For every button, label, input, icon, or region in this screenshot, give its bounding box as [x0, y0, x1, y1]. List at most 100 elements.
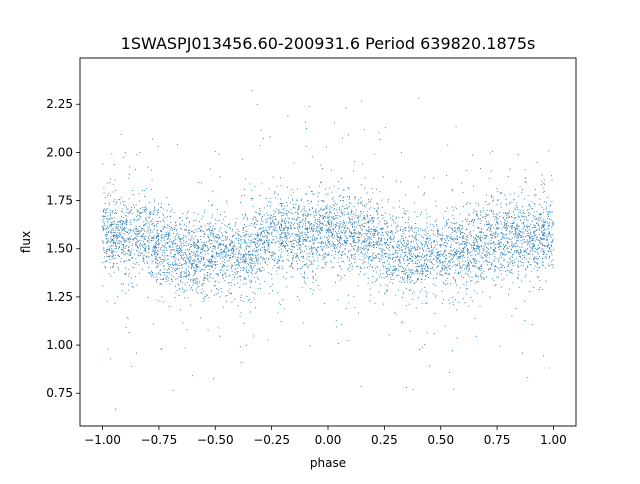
data-point	[260, 232, 262, 234]
data-point	[403, 255, 405, 257]
data-point	[156, 247, 158, 249]
data-point	[474, 260, 476, 262]
data-point	[497, 223, 499, 225]
data-point	[313, 194, 315, 196]
data-point	[130, 219, 132, 221]
data-point	[313, 239, 315, 241]
data-point	[168, 231, 170, 234]
data-point	[127, 233, 130, 235]
data-point	[508, 252, 510, 254]
data-point	[452, 296, 454, 298]
data-point	[445, 265, 447, 267]
data-point	[197, 213, 199, 215]
data-point	[418, 233, 420, 236]
data-point	[201, 248, 203, 250]
data-point	[408, 290, 411, 292]
data-point	[111, 252, 113, 254]
data-point	[139, 240, 141, 242]
data-point	[140, 212, 142, 215]
data-point	[505, 211, 507, 213]
data-point	[298, 230, 300, 232]
data-point	[160, 274, 162, 276]
data-point	[363, 246, 365, 248]
data-point	[426, 292, 428, 294]
data-point	[348, 198, 350, 200]
data-point	[514, 233, 517, 235]
data-point	[446, 235, 448, 237]
data-point	[358, 274, 360, 276]
data-point	[144, 230, 146, 232]
data-point	[254, 257, 256, 259]
data-point	[239, 346, 241, 348]
data-point	[117, 224, 120, 226]
data-point	[185, 263, 187, 265]
data-point	[434, 284, 436, 286]
data-point	[476, 260, 478, 262]
data-point	[266, 212, 268, 214]
data-point	[182, 289, 184, 291]
data-point	[412, 292, 414, 294]
data-point	[179, 227, 181, 229]
data-point	[330, 261, 332, 264]
data-point	[338, 225, 341, 227]
data-point	[106, 234, 108, 236]
data-point	[517, 229, 519, 231]
data-point	[279, 254, 282, 256]
data-point	[341, 238, 343, 240]
data-point	[192, 260, 194, 262]
data-point	[285, 235, 288, 237]
data-point	[410, 245, 412, 247]
data-point	[512, 211, 515, 213]
data-point	[322, 253, 324, 255]
data-point	[443, 265, 445, 267]
data-point	[240, 275, 242, 277]
data-point	[328, 222, 330, 224]
data-point	[417, 227, 419, 229]
data-point	[397, 264, 399, 266]
data-point	[165, 278, 168, 280]
data-point	[299, 234, 301, 236]
data-point	[326, 239, 329, 241]
data-point	[245, 279, 247, 281]
data-point	[552, 221, 554, 223]
data-point	[414, 249, 416, 251]
data-point	[471, 300, 473, 302]
data-point	[179, 276, 182, 278]
data-point	[160, 278, 162, 280]
data-point	[136, 239, 138, 241]
data-point	[261, 270, 263, 272]
data-point	[363, 261, 365, 263]
data-point	[225, 232, 227, 234]
data-point	[140, 231, 142, 233]
data-point	[539, 243, 542, 245]
data-point	[480, 214, 482, 216]
data-point	[429, 215, 431, 218]
data-point	[113, 240, 115, 242]
data-point	[513, 260, 515, 262]
data-point	[128, 229, 130, 231]
data-point	[347, 294, 349, 296]
data-point	[448, 262, 450, 264]
data-point	[296, 244, 298, 246]
data-point	[333, 122, 336, 124]
data-point	[382, 254, 384, 256]
data-point	[506, 244, 508, 246]
data-point	[269, 205, 271, 207]
data-point	[506, 227, 508, 229]
data-point	[431, 249, 433, 251]
data-point	[310, 288, 312, 290]
data-point	[389, 236, 392, 238]
data-point	[460, 236, 462, 238]
data-point	[319, 223, 321, 225]
data-point	[354, 306, 356, 309]
data-point	[181, 228, 183, 230]
data-point	[292, 254, 294, 257]
data-point	[203, 274, 206, 276]
data-point	[491, 242, 493, 244]
data-point	[115, 248, 117, 250]
data-point	[485, 259, 487, 261]
data-point	[107, 240, 109, 242]
data-point	[188, 253, 190, 255]
data-point	[325, 263, 327, 265]
data-point	[116, 235, 118, 237]
